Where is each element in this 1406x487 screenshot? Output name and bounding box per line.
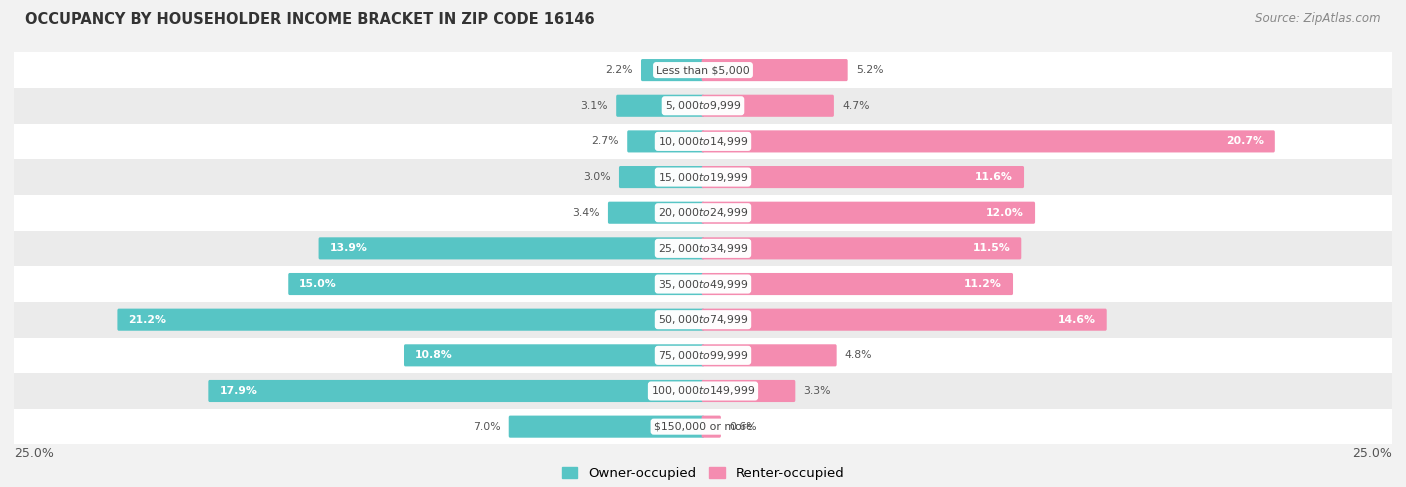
- FancyBboxPatch shape: [319, 237, 704, 260]
- Bar: [0, 373, 1406, 409]
- FancyBboxPatch shape: [288, 273, 704, 295]
- Text: 4.7%: 4.7%: [842, 101, 870, 111]
- Text: $10,000 to $14,999: $10,000 to $14,999: [658, 135, 748, 148]
- Text: 25.0%: 25.0%: [14, 448, 53, 460]
- Bar: [0, 266, 1406, 302]
- Text: 11.2%: 11.2%: [965, 279, 1002, 289]
- Text: 4.8%: 4.8%: [845, 350, 872, 360]
- Text: 2.2%: 2.2%: [605, 65, 633, 75]
- Bar: [0, 302, 1406, 337]
- FancyBboxPatch shape: [702, 344, 837, 366]
- Text: 3.1%: 3.1%: [581, 101, 607, 111]
- Legend: Owner-occupied, Renter-occupied: Owner-occupied, Renter-occupied: [557, 461, 849, 486]
- Text: 11.6%: 11.6%: [976, 172, 1012, 182]
- Text: $25,000 to $34,999: $25,000 to $34,999: [658, 242, 748, 255]
- FancyBboxPatch shape: [607, 202, 704, 224]
- FancyBboxPatch shape: [702, 415, 721, 438]
- Text: 15.0%: 15.0%: [299, 279, 337, 289]
- Text: $100,000 to $149,999: $100,000 to $149,999: [651, 385, 755, 397]
- FancyBboxPatch shape: [702, 237, 1021, 260]
- FancyBboxPatch shape: [702, 131, 1275, 152]
- Text: $50,000 to $74,999: $50,000 to $74,999: [658, 313, 748, 326]
- Bar: [0, 52, 1406, 88]
- Bar: [0, 230, 1406, 266]
- Text: 7.0%: 7.0%: [472, 422, 501, 431]
- Text: $15,000 to $19,999: $15,000 to $19,999: [658, 170, 748, 184]
- FancyBboxPatch shape: [509, 415, 704, 438]
- FancyBboxPatch shape: [404, 344, 704, 366]
- Bar: [0, 409, 1406, 445]
- Text: OCCUPANCY BY HOUSEHOLDER INCOME BRACKET IN ZIP CODE 16146: OCCUPANCY BY HOUSEHOLDER INCOME BRACKET …: [25, 12, 595, 27]
- FancyBboxPatch shape: [702, 380, 796, 402]
- FancyBboxPatch shape: [702, 202, 1035, 224]
- FancyBboxPatch shape: [117, 309, 704, 331]
- Text: $35,000 to $49,999: $35,000 to $49,999: [658, 278, 748, 291]
- Bar: [0, 88, 1406, 124]
- Text: 2.7%: 2.7%: [592, 136, 619, 147]
- Text: $20,000 to $24,999: $20,000 to $24,999: [658, 206, 748, 219]
- Text: 25.0%: 25.0%: [1353, 448, 1392, 460]
- Text: 20.7%: 20.7%: [1226, 136, 1264, 147]
- FancyBboxPatch shape: [702, 273, 1012, 295]
- Text: 3.3%: 3.3%: [804, 386, 831, 396]
- Text: 3.4%: 3.4%: [572, 208, 599, 218]
- Text: $5,000 to $9,999: $5,000 to $9,999: [665, 99, 741, 112]
- Bar: [0, 124, 1406, 159]
- Bar: [0, 337, 1406, 373]
- Text: 3.0%: 3.0%: [583, 172, 610, 182]
- FancyBboxPatch shape: [702, 309, 1107, 331]
- FancyBboxPatch shape: [702, 166, 1024, 188]
- Text: $150,000 or more: $150,000 or more: [654, 422, 752, 431]
- Text: 21.2%: 21.2%: [128, 315, 166, 325]
- Bar: [0, 159, 1406, 195]
- FancyBboxPatch shape: [208, 380, 704, 402]
- FancyBboxPatch shape: [702, 59, 848, 81]
- Text: 0.6%: 0.6%: [730, 422, 756, 431]
- Text: 14.6%: 14.6%: [1057, 315, 1095, 325]
- Text: 13.9%: 13.9%: [329, 244, 367, 253]
- FancyBboxPatch shape: [641, 59, 704, 81]
- Text: Source: ZipAtlas.com: Source: ZipAtlas.com: [1256, 12, 1381, 25]
- Text: 11.5%: 11.5%: [973, 244, 1011, 253]
- Text: $75,000 to $99,999: $75,000 to $99,999: [658, 349, 748, 362]
- Text: Less than $5,000: Less than $5,000: [657, 65, 749, 75]
- FancyBboxPatch shape: [627, 131, 704, 152]
- Text: 5.2%: 5.2%: [856, 65, 883, 75]
- FancyBboxPatch shape: [702, 94, 834, 117]
- FancyBboxPatch shape: [616, 94, 704, 117]
- Bar: [0, 195, 1406, 230]
- Text: 12.0%: 12.0%: [986, 208, 1024, 218]
- FancyBboxPatch shape: [619, 166, 704, 188]
- Text: 17.9%: 17.9%: [219, 386, 257, 396]
- Text: 10.8%: 10.8%: [415, 350, 453, 360]
